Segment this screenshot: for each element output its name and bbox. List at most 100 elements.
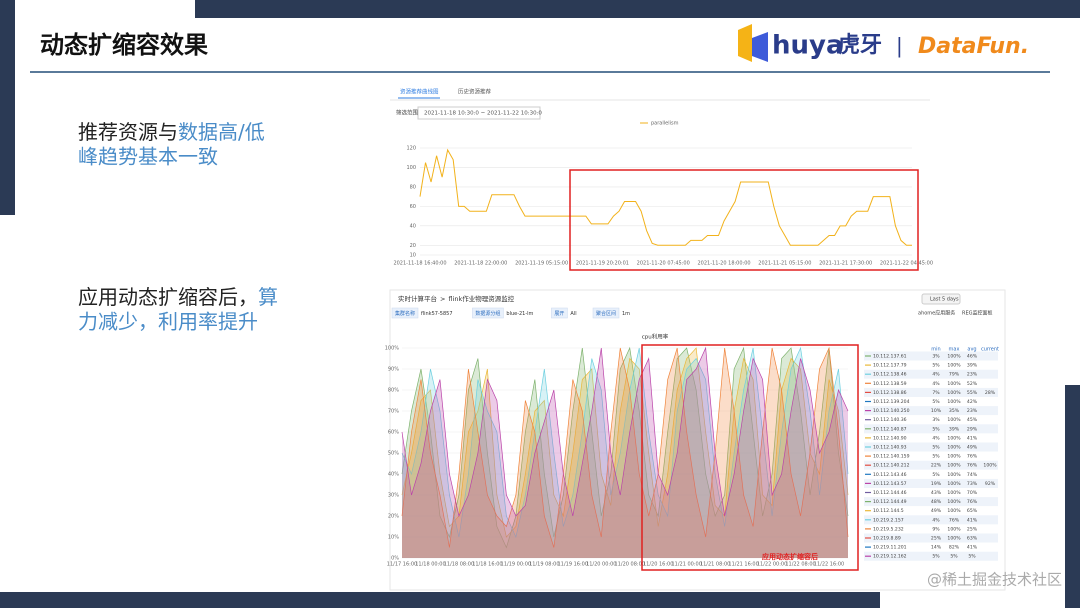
row-name[interactable]: 10.112.144.5 [873, 508, 904, 514]
logo-text: 虎牙 [838, 32, 882, 58]
nav-button[interactable]: REG监控面板 [962, 310, 993, 317]
x-tick-label: 2021-11-19 20:20:01 [576, 261, 629, 267]
legend-label[interactable]: parallelism [651, 121, 679, 127]
row-name[interactable]: 10.112.137.61 [873, 354, 907, 360]
filter-label: 聚合区间 [596, 310, 616, 317]
row-name[interactable]: 10.112.140.87 [873, 426, 907, 432]
filter-value[interactable]: All [570, 311, 576, 317]
table-cell: 29% [967, 426, 978, 432]
y-tick-label: 60 [410, 204, 416, 210]
line-chart: 10 20 40 60 80 100 120 2021-11-18 16:40:00 2021-… [393, 121, 933, 267]
table-cell: 5% [968, 554, 976, 560]
row-name[interactable]: 10.219.11.201 [873, 545, 907, 551]
table-cell: 100% [947, 481, 961, 487]
table-cell: 9% [932, 526, 940, 532]
table-cell: 3% [932, 417, 940, 423]
table-cell: 5% [932, 445, 940, 451]
table-row [864, 424, 998, 434]
table-cell: 70% [967, 490, 978, 496]
filter-label: 数据源分组 [475, 310, 500, 317]
text-part: 应用动态扩缩容后， [78, 285, 258, 309]
frame-bar [0, 592, 880, 608]
row-name[interactable]: 10.112.144.49 [873, 499, 907, 505]
watermark: @稀土掘金技术社区 [927, 571, 1062, 589]
row-name[interactable]: 10.219.2.157 [873, 517, 904, 523]
table-cell: 5% [932, 399, 940, 405]
area-fill [402, 348, 848, 558]
table-cell: 41% [967, 545, 978, 551]
table-cell: 19% [931, 481, 942, 487]
x-tick-label: 11/21 16:00 [728, 562, 758, 568]
row-name[interactable]: 10.112.138.59 [873, 381, 907, 387]
row-name[interactable]: 10.219.8.89 [873, 536, 901, 542]
table-cell: 48% [931, 499, 942, 505]
y-tick-label: 50% [388, 451, 399, 457]
filter-label: 筛选范围: [396, 109, 420, 117]
y-tick-label: 90% [388, 367, 399, 373]
table-cell: 65% [967, 508, 978, 514]
table-row [864, 378, 998, 388]
series-line [401, 346, 849, 549]
row-name[interactable]: 10.112.143.57 [873, 481, 907, 487]
series-line [401, 346, 849, 548]
table-row [864, 478, 998, 488]
crumb[interactable]: 实时计算平台 [398, 294, 437, 303]
table-cell: 39% [967, 363, 978, 369]
x-tick-label: 2021-11-18 16:40:00 [393, 261, 446, 267]
x-tick-label: 11/18 16:00 [472, 562, 502, 568]
time-range: Last 5 days [930, 297, 959, 303]
x-tick-label: 11/21 00:00 [671, 562, 701, 568]
row-name[interactable]: 10.112.138.46 [873, 372, 907, 378]
table-cell: 52% [967, 381, 978, 387]
x-tick-label: 11/19 08:00 [529, 562, 559, 568]
table-cell: 4% [932, 435, 940, 441]
table-cell: 100% [947, 435, 961, 441]
table-cell: 76% [967, 499, 978, 505]
y-tick-label: 80 [410, 184, 416, 190]
row-name[interactable]: 10.112.140.250 [873, 408, 910, 414]
tab[interactable]: 历史资源推荐 [458, 88, 492, 96]
table-row [864, 469, 998, 479]
y-tick-label: 20% [388, 514, 399, 520]
area-chart: cpu利用率 0% 10% 20% 30% 40% 50% 60% 70% 80% 90% 100% 1… [385, 333, 849, 568]
filter-value[interactable]: flink57-5857 [421, 311, 453, 317]
table-cell: 100% [947, 363, 961, 369]
table-cell: 100% [947, 472, 961, 478]
row-name[interactable]: 10.219.5.232 [873, 526, 904, 532]
table-row [864, 542, 998, 552]
row-name[interactable]: 10.112.143.46 [873, 472, 907, 478]
filter-label-box [592, 307, 620, 319]
row-name[interactable]: 10.112.138.86 [873, 390, 907, 396]
x-tick-label: 2021-11-18 22:00:00 [454, 261, 507, 267]
filter-value[interactable]: blue-21-lm [506, 311, 533, 317]
annotation: 应用动态扩缩容后 [762, 552, 818, 561]
row-name[interactable]: 10.112.140.159 [873, 454, 910, 460]
table-row [864, 415, 998, 425]
time-picker[interactable] [921, 293, 961, 305]
logo-text: huya [772, 31, 844, 61]
row-name[interactable]: 10.219.12.162 [873, 554, 907, 560]
filter-value[interactable]: 1m [622, 311, 630, 317]
table-cell: 100% [947, 499, 961, 505]
row-name[interactable]: 10.112.144.46 [873, 490, 907, 496]
table-row [864, 360, 998, 370]
tab[interactable]: 资源推荐曲线图 [400, 88, 439, 96]
table-cell: 41% [967, 517, 978, 523]
row-name[interactable]: 10.112.140.90 [873, 435, 907, 441]
x-tick-label: 11/21 08:00 [700, 562, 730, 568]
table-cell: 28% [985, 390, 996, 396]
date-range-input[interactable] [417, 106, 541, 120]
table-cell: 55% [967, 390, 978, 396]
nav-button[interactable]: ahome应用服务 [918, 310, 955, 317]
row-name[interactable]: 10.112.139.204 [873, 399, 910, 405]
table-cell: 25% [967, 526, 978, 532]
table-row [864, 351, 998, 361]
row-name[interactable]: 10.112.140.212 [873, 463, 910, 469]
frame-bar [0, 0, 15, 215]
y-tick-label: 60% [388, 430, 399, 436]
row-name[interactable]: 10.112.137.79 [873, 363, 907, 369]
crumb[interactable]: flink作业物理资源监控 [448, 294, 514, 303]
row-name[interactable]: 10.112.140.93 [873, 445, 907, 451]
row-name[interactable]: 10.112.140.36 [873, 417, 907, 423]
